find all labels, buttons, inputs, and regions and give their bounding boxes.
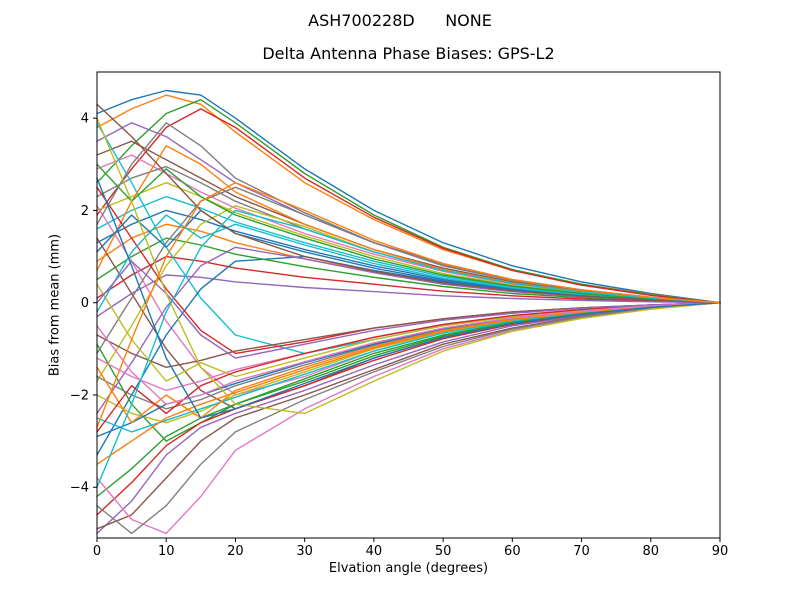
series-line [96, 103, 721, 304]
x-axis-label: Elvation angle (degrees) [328, 561, 489, 576]
series-line [96, 302, 721, 535]
series-line [96, 255, 721, 304]
x-tick-label: 30 [296, 544, 313, 559]
x-tick-label: 40 [366, 544, 383, 559]
x-tick-label: 0 [93, 544, 101, 559]
series-line [96, 214, 721, 313]
series-line [96, 195, 721, 304]
series-line [96, 302, 721, 535]
series-line [96, 98, 721, 304]
y-tick-label: 4 [81, 112, 89, 127]
plot-frame [96, 71, 721, 539]
series-line [96, 117, 721, 415]
x-tick-label: 70 [573, 544, 590, 559]
series-line [96, 209, 721, 488]
x-tick-label: 50 [435, 544, 452, 559]
series-line [96, 260, 721, 359]
series-line [96, 255, 721, 456]
series-line [96, 89, 721, 304]
y-tick-label: 0 [81, 296, 89, 311]
y-axis-label: Bias from mean (mm) [47, 233, 63, 377]
chart-title: Delta Antenna Phase Biases: GPS-L2 [262, 44, 555, 63]
series-line [96, 108, 721, 304]
figure-suptitle: ASH700228D NONE [308, 11, 492, 30]
series-line [96, 302, 721, 405]
series-line [96, 181, 721, 428]
series-line [96, 163, 721, 304]
x-tick-label: 10 [158, 544, 175, 559]
x-tick-label: 80 [643, 544, 660, 559]
series-line [96, 302, 721, 433]
y-tick-label: 2 [81, 204, 89, 219]
x-tick-label: 60 [504, 544, 521, 559]
y-tick-label: −2 [70, 388, 89, 403]
x-tick-label: 90 [712, 544, 729, 559]
x-tick-label: 20 [227, 544, 244, 559]
series-line [96, 177, 721, 419]
y-tick-label: −4 [70, 481, 89, 496]
